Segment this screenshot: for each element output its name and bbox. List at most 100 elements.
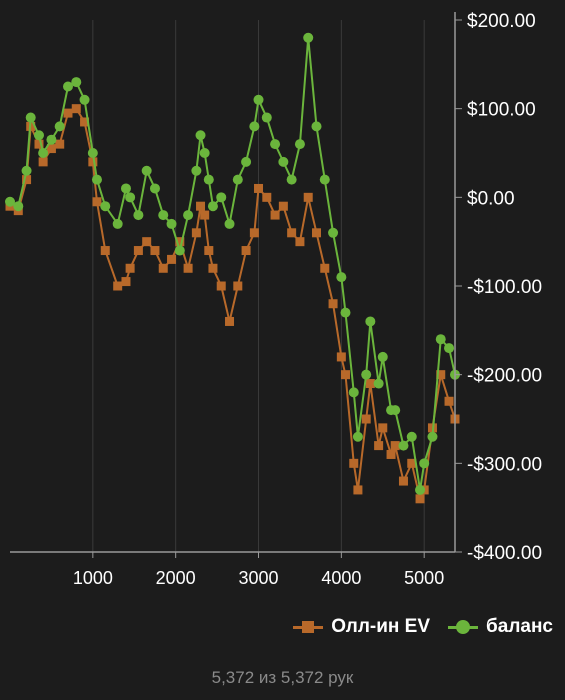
data-point [352,431,363,442]
y-tick-label: $200.00 [467,11,536,32]
data-point [142,237,152,247]
data-point [54,121,65,132]
data-point [390,441,400,451]
data-point [249,228,259,238]
data-point [22,175,32,185]
data-point [386,449,396,459]
data-point [328,299,338,309]
data-point [365,316,376,327]
data-point [286,174,297,185]
data-point [415,484,426,495]
data-point [25,112,36,123]
data-point [46,134,57,145]
data-point [262,192,272,202]
data-point [224,218,235,229]
data-point [208,263,218,273]
data-point [444,396,454,406]
legend-swatch-ev [293,620,324,634]
data-point [216,281,226,291]
data-point [21,165,32,176]
data-point [149,183,160,194]
data-point [311,121,322,132]
series-layer [5,32,460,504]
data-point [46,144,56,154]
data-point [195,130,206,141]
data-point [196,201,206,211]
x-tick-label: 3000 [238,568,278,588]
data-point [398,476,408,486]
data-point [199,148,210,158]
data-point [225,316,235,326]
data-point [373,378,384,389]
y-tick-label: -$200.00 [467,366,542,387]
data-point [261,112,272,123]
grid [92,20,425,552]
data-point [365,379,375,389]
data-point [133,246,143,256]
y-tick-label: $100.00 [467,100,536,121]
legend: Олл-ин EV баланс [293,616,553,638]
data-point [287,228,297,238]
data-point [174,245,185,256]
data-point [71,77,82,88]
data-point [13,201,24,212]
data-point [319,174,330,185]
data-point [5,196,15,207]
data-point [241,156,252,167]
data-point [204,246,214,256]
data-point [232,174,243,185]
data-point [427,431,438,442]
data-point [294,139,305,150]
data-point [415,494,425,504]
data-point [320,263,330,273]
data-point [311,228,321,238]
hand-count-footer: 5,372 из 5,372 рук [211,668,354,687]
data-point [34,139,44,149]
data-point [303,32,314,43]
data-point [55,139,65,149]
data-point [419,458,430,469]
data-point [133,210,144,221]
data-point [398,440,409,451]
data-point [113,281,123,291]
series-0 [5,104,460,504]
data-point [216,192,227,203]
data-point [87,148,98,158]
data-point [92,197,102,207]
data-point [207,201,218,212]
data-point [328,227,339,238]
data-point [435,334,446,345]
data-point [253,94,264,105]
data-point [336,352,346,362]
data-point [407,458,417,468]
legend-item-ev[interactable]: Олл-ин EV [293,616,430,638]
data-point [100,201,111,212]
legend-swatch-balance [448,620,479,634]
data-point [79,94,90,105]
data-point [191,165,202,176]
axes: 1000 2000 3000 4000 5000 $200.00 $100.00 $0.00 -… [10,11,542,588]
data-point [377,351,388,362]
data-point [406,431,417,442]
data-point [361,369,372,380]
data-point [183,210,194,221]
data-point [112,218,123,229]
data-point [241,246,251,256]
data-point [340,307,351,318]
y-tick-label: -$300.00 [467,454,542,475]
data-point [183,263,193,273]
data-point [158,263,168,273]
legend-item-balance[interactable]: баланс [448,616,553,638]
legend-label-ev: Олл-ин EV [331,616,431,637]
series-1 [5,32,460,495]
data-point [353,485,363,495]
data-point [361,414,371,424]
data-point [125,263,135,273]
x-tick-label: 2000 [156,568,196,588]
data-point [336,272,347,283]
data-point [191,228,201,238]
data-point [166,218,177,229]
data-point [38,157,48,167]
data-point [349,458,359,468]
